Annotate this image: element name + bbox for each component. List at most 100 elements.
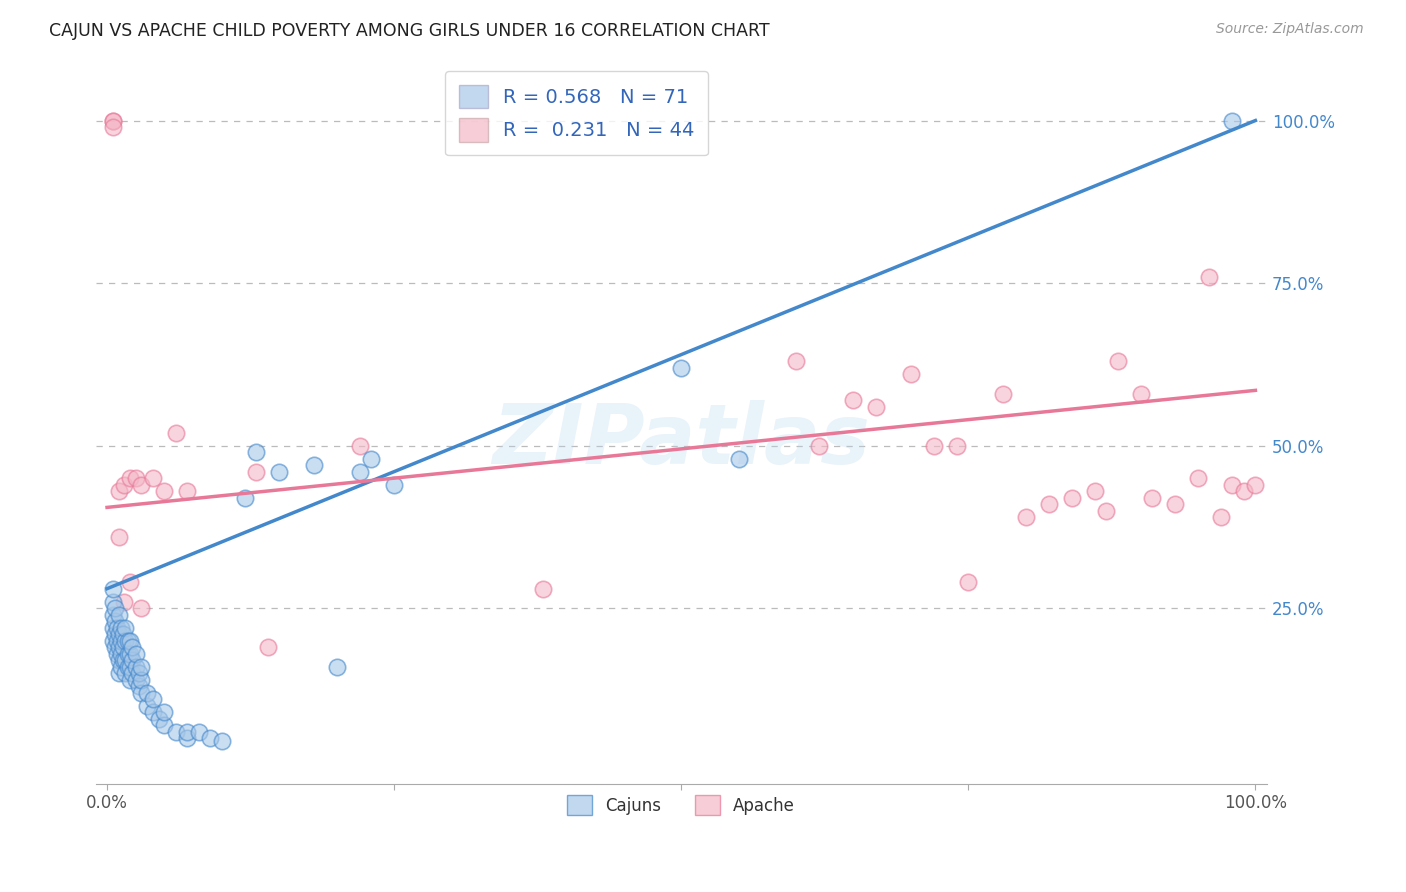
Point <box>121 640 143 655</box>
Point <box>101 607 124 622</box>
Point <box>349 439 371 453</box>
Point <box>107 627 129 641</box>
Point <box>727 451 749 466</box>
Point <box>110 621 132 635</box>
Point <box>112 653 135 667</box>
Point <box>117 659 139 673</box>
Point <box>104 601 127 615</box>
Point <box>1244 477 1267 491</box>
Point <box>121 653 143 667</box>
Point <box>117 647 139 661</box>
Point <box>808 439 831 453</box>
Point <box>1164 497 1187 511</box>
Point <box>1140 491 1163 505</box>
Point <box>302 458 325 472</box>
Point <box>142 692 165 706</box>
Text: ZIPatlas: ZIPatlas <box>492 400 870 481</box>
Point <box>1209 510 1232 524</box>
Point <box>245 445 267 459</box>
Point <box>187 724 209 739</box>
Point <box>114 666 136 681</box>
Point <box>233 491 256 505</box>
Point <box>110 647 132 661</box>
Point <box>269 465 291 479</box>
Point <box>1060 491 1083 505</box>
Text: CAJUN VS APACHE CHILD POVERTY AMONG GIRLS UNDER 16 CORRELATION CHART: CAJUN VS APACHE CHILD POVERTY AMONG GIRL… <box>49 22 770 40</box>
Point <box>101 113 124 128</box>
Point <box>121 666 143 681</box>
Point <box>131 659 153 673</box>
Point <box>842 393 865 408</box>
Point <box>957 575 980 590</box>
Point <box>325 659 347 673</box>
Legend: Cajuns, Apache: Cajuns, Apache <box>557 785 806 825</box>
Point <box>101 633 124 648</box>
Point <box>256 640 278 655</box>
Point <box>114 621 136 635</box>
Point <box>176 484 198 499</box>
Point <box>136 686 159 700</box>
Point <box>114 653 136 667</box>
Point <box>900 367 922 381</box>
Point <box>107 653 129 667</box>
Point <box>142 471 165 485</box>
Text: Source: ZipAtlas.com: Source: ZipAtlas.com <box>1216 22 1364 37</box>
Point <box>107 530 129 544</box>
Point <box>1222 113 1244 128</box>
Point <box>1107 354 1129 368</box>
Point <box>1095 503 1118 517</box>
Point <box>671 360 693 375</box>
Point <box>112 640 135 655</box>
Point <box>107 666 129 681</box>
Point <box>176 731 198 746</box>
Point <box>128 679 150 693</box>
Point <box>112 627 135 641</box>
Point <box>382 477 405 491</box>
Point <box>245 465 267 479</box>
Point <box>136 698 159 713</box>
Point <box>349 465 371 479</box>
Point <box>118 659 141 673</box>
Point <box>142 705 165 719</box>
Point <box>1233 484 1256 499</box>
Point <box>360 451 382 466</box>
Point <box>1187 471 1209 485</box>
Point <box>153 484 176 499</box>
Point <box>104 614 127 628</box>
Point <box>922 439 945 453</box>
Point <box>112 477 135 491</box>
Point <box>1015 510 1038 524</box>
Point <box>165 425 187 440</box>
Point <box>118 633 141 648</box>
Point <box>125 647 148 661</box>
Point <box>118 647 141 661</box>
Point <box>114 633 136 648</box>
Point <box>125 673 148 687</box>
Point <box>865 400 887 414</box>
Point <box>176 724 198 739</box>
Point <box>117 633 139 648</box>
Point <box>105 633 128 648</box>
Point <box>118 673 141 687</box>
Point <box>1222 477 1244 491</box>
Point <box>131 601 153 615</box>
Point <box>148 712 170 726</box>
Point <box>785 354 807 368</box>
Point <box>125 471 148 485</box>
Point <box>131 477 153 491</box>
Point <box>1038 497 1060 511</box>
Point <box>946 439 969 453</box>
Point <box>101 113 124 128</box>
Point <box>125 659 148 673</box>
Point <box>118 575 141 590</box>
Point <box>153 705 176 719</box>
Point <box>211 734 233 748</box>
Point <box>107 607 129 622</box>
Point <box>101 582 124 596</box>
Point <box>165 724 187 739</box>
Point <box>110 659 132 673</box>
Point <box>105 647 128 661</box>
Point <box>533 582 555 596</box>
Point <box>131 686 153 700</box>
Point <box>118 471 141 485</box>
